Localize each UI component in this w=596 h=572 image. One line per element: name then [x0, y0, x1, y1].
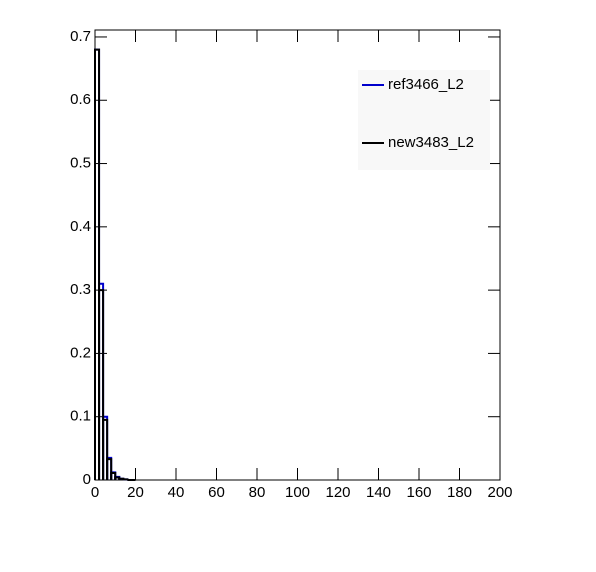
y-tick-label: 0.5 — [70, 155, 91, 172]
legend-label: new3483_L2 — [388, 134, 474, 151]
legend-label: ref3466_L2 — [388, 76, 464, 93]
y-tick-label: 0.1 — [70, 408, 91, 425]
x-tick-label: 200 — [487, 484, 512, 501]
y-tick-label: 0 — [83, 471, 91, 488]
y-tick-label: 0.4 — [70, 218, 91, 235]
x-tick-label: 20 — [127, 484, 144, 501]
y-tick-label: 0.6 — [70, 91, 91, 108]
histogram-bin — [106, 458, 113, 480]
histogram-bin — [94, 48, 101, 480]
histogram-bin — [98, 289, 105, 480]
histogram-bin — [122, 478, 129, 481]
x-tick-label: 0 — [91, 484, 99, 501]
x-tick-label: 60 — [208, 484, 225, 501]
x-tick-label: 40 — [168, 484, 185, 501]
y-tick-label: 0.3 — [70, 281, 91, 298]
x-tick-label: 80 — [249, 484, 266, 501]
y-tick-label: 0.2 — [70, 344, 91, 361]
x-tick-label: 120 — [325, 484, 350, 501]
x-tick-label: 180 — [447, 484, 472, 501]
x-tick-label: 100 — [285, 484, 310, 501]
y-tick-label: 0.7 — [70, 28, 91, 45]
histogram-bin — [102, 418, 109, 480]
legend-box — [358, 70, 490, 170]
x-tick-label: 160 — [406, 484, 431, 501]
x-tick-label: 140 — [366, 484, 391, 501]
